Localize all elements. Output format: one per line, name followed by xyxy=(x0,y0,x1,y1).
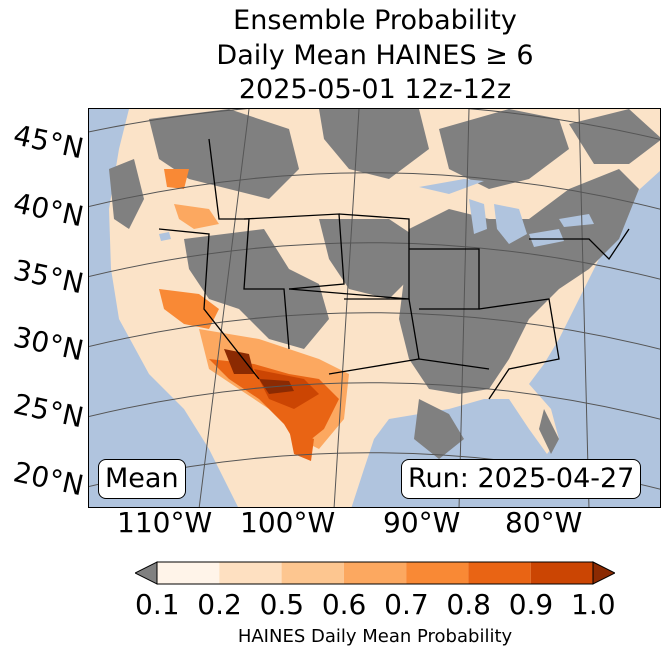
colorbar-segment xyxy=(530,562,593,584)
lat-label-25: 25°N xyxy=(10,387,87,435)
lon-label-90: 90°W xyxy=(383,506,461,539)
colorbar-segment xyxy=(468,562,531,584)
lat-label-20: 20°N xyxy=(10,455,87,503)
lat-label-35: 35°N xyxy=(10,253,87,301)
colorbar-tick-label: 1.0 xyxy=(571,588,616,621)
title-line-3: 2025-05-01 12z-12z xyxy=(238,74,512,105)
probability-map xyxy=(88,108,661,508)
colorbar-tick-label: 0.7 xyxy=(384,588,429,621)
probability-areas xyxy=(159,169,349,461)
colorbar-tick-label: 0.1 xyxy=(135,588,180,621)
colorbar-tick-label: 0.2 xyxy=(197,588,242,621)
title-line-1: Ensemble Probability xyxy=(233,5,517,36)
colorbar-frame xyxy=(156,561,594,585)
colorbar-segment xyxy=(406,562,469,584)
colorbar-over-arrow xyxy=(592,561,615,585)
lon-label-100: 100°W xyxy=(240,506,336,539)
colorbar xyxy=(135,561,615,585)
title-line-2: Daily Mean HAINES ≥ 6 xyxy=(216,40,534,71)
lon-label-110: 110°W xyxy=(117,506,213,539)
colorbar-segment xyxy=(219,562,282,584)
lon-label-80: 80°W xyxy=(505,506,583,539)
lat-label-30: 30°N xyxy=(10,320,87,368)
colorbar-tick-label: 0.9 xyxy=(508,588,554,621)
colorbar-label: HAINES Daily Mean Probability xyxy=(237,626,513,647)
colorbar-segment xyxy=(281,562,344,584)
run-label-box: Run: 2025-04-27 xyxy=(401,459,642,499)
colorbar-segment xyxy=(157,562,220,584)
great-lakes xyxy=(159,179,594,247)
colorbar-segment xyxy=(343,562,407,584)
colorbar-under-arrow xyxy=(135,561,158,585)
map-canvas xyxy=(89,109,660,507)
colorbar-tick-label: 0.5 xyxy=(259,588,305,621)
colorbar-tick-label: 0.6 xyxy=(321,588,367,621)
lat-label-45: 45°N xyxy=(10,118,87,166)
stat-label-box: Mean xyxy=(98,459,186,499)
land-mass xyxy=(89,109,660,507)
state-borders xyxy=(158,138,630,400)
lat-label-40: 40°N xyxy=(10,186,87,234)
colorbar-tick-label: 0.8 xyxy=(446,588,491,621)
